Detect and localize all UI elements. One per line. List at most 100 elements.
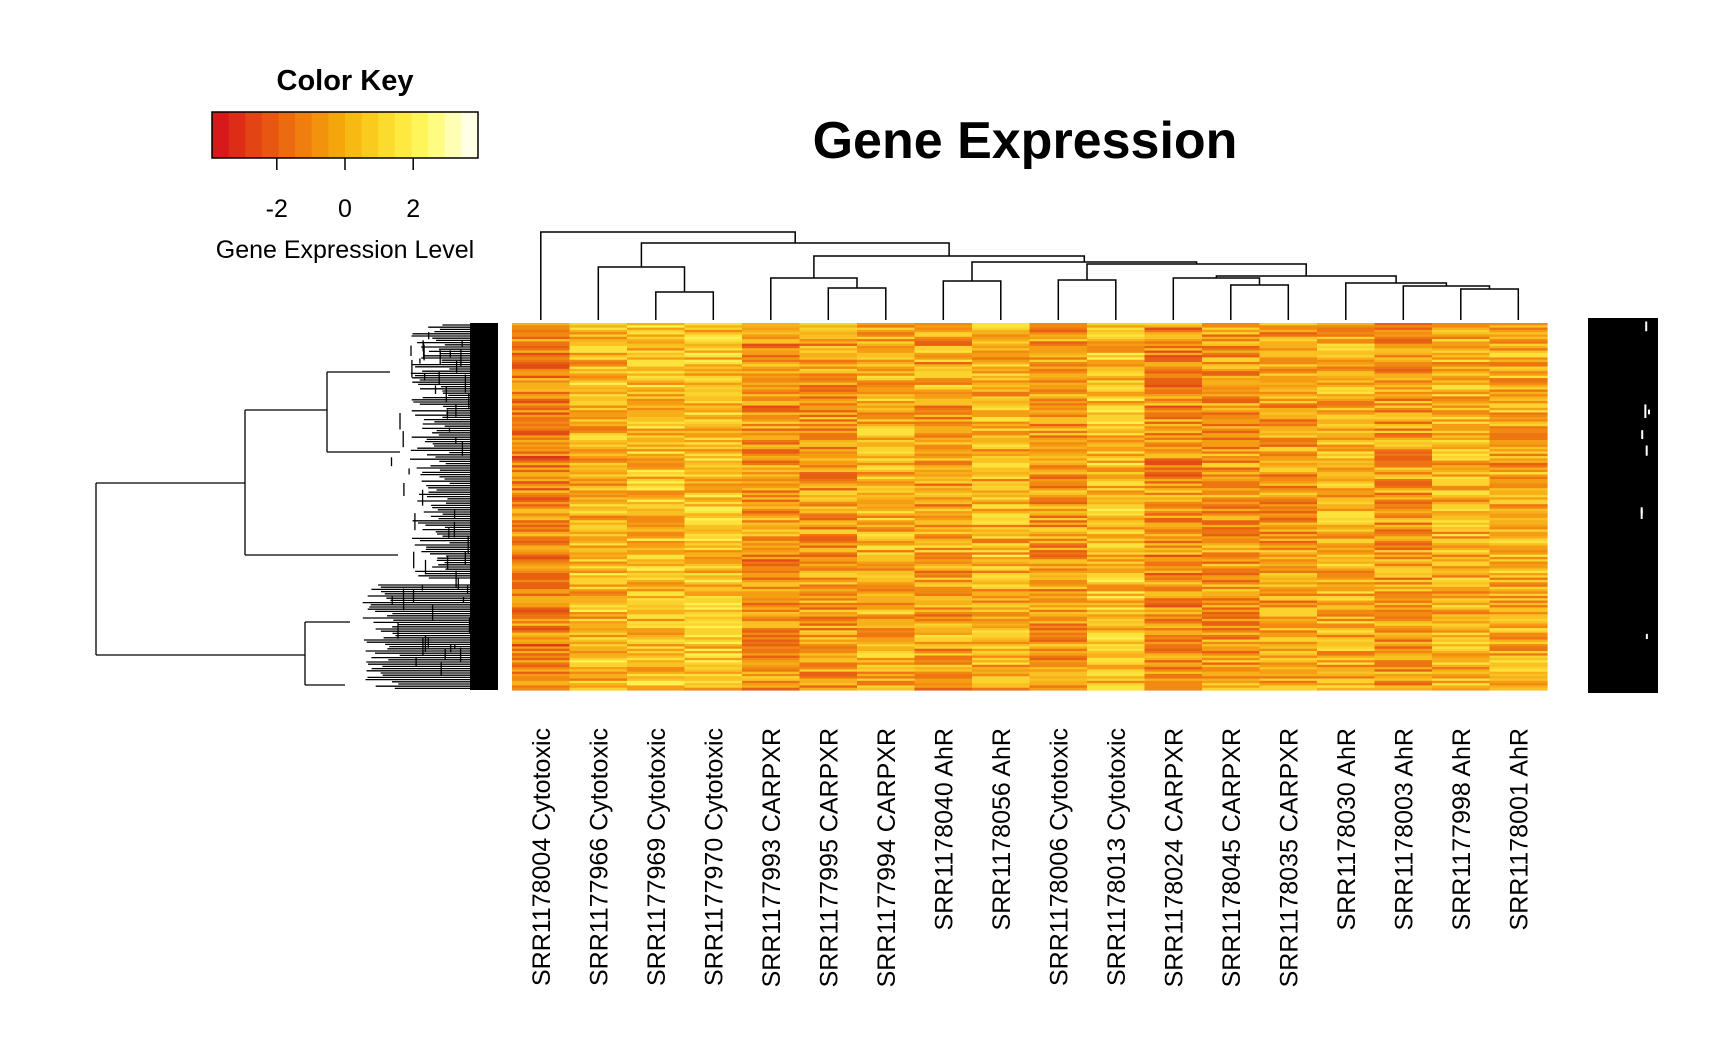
heatmap-cell <box>1374 456 1433 459</box>
heatmap-cell <box>1489 563 1548 567</box>
heatmap-cell <box>914 469 973 473</box>
heatmap-cell <box>914 334 973 338</box>
heatmap-cell <box>1489 561 1548 565</box>
heatmap-cell <box>1489 586 1548 590</box>
heatmap-cell <box>799 419 858 423</box>
heatmap-cell <box>1317 554 1376 558</box>
heatmap-cell <box>1029 433 1088 436</box>
heatmap-cell <box>972 465 1031 469</box>
heatmap-cell <box>1432 389 1491 393</box>
heatmap-cell <box>1029 421 1088 425</box>
heatmap-cell <box>569 453 628 457</box>
heatmap-cell <box>742 472 801 475</box>
heatmap-cell <box>1374 474 1433 478</box>
heatmap-cell <box>914 676 973 680</box>
heatmap-cell <box>914 556 973 560</box>
heatmap-cell <box>1317 433 1376 436</box>
heatmap-cell <box>512 667 571 670</box>
heatmap-cell <box>1432 515 1491 519</box>
heatmap-cell <box>914 506 973 510</box>
heatmap-cell <box>684 644 743 648</box>
heatmap-cell <box>1029 384 1088 388</box>
heatmap-cell <box>1029 671 1088 675</box>
heatmap-cell <box>684 495 743 498</box>
heatmap-cell <box>1202 655 1261 659</box>
heatmap-cell <box>1489 481 1548 485</box>
heatmap-cell <box>914 527 973 531</box>
heatmap-cell <box>914 579 973 583</box>
heatmap-cell <box>1087 680 1146 684</box>
heatmap-cell <box>972 419 1031 423</box>
heatmap-cell <box>914 394 973 397</box>
heatmap-cell <box>512 513 571 517</box>
heatmap-cell <box>1144 446 1203 450</box>
heatmap-cell <box>1317 405 1376 409</box>
heatmap-cell <box>914 332 973 336</box>
heatmap-cell <box>742 612 801 615</box>
heatmap-cell <box>1087 334 1146 338</box>
heatmap-cell <box>1374 609 1433 613</box>
heatmap-cell <box>1317 623 1376 627</box>
heatmap-cell <box>1432 609 1491 613</box>
heatmap-cell <box>627 398 686 402</box>
heatmap-cell <box>799 618 858 622</box>
heatmap-cell <box>1087 625 1146 629</box>
heatmap-cell <box>1374 378 1433 381</box>
heatmap-cell <box>742 506 801 510</box>
heatmap-cell <box>799 451 858 455</box>
heatmap-cell <box>1144 513 1203 517</box>
heatmap-cell <box>914 414 973 418</box>
heatmap-cell <box>627 550 686 553</box>
heatmap-cell <box>1087 667 1146 670</box>
heatmap-cell <box>1259 673 1318 677</box>
heatmap-cell <box>1259 332 1318 336</box>
heatmap-cell <box>1374 504 1433 508</box>
heatmap-cell <box>1202 368 1261 372</box>
heatmap-cell <box>684 446 743 450</box>
heatmap-cell <box>857 683 916 687</box>
heatmap-cell <box>914 348 973 352</box>
heatmap-cell <box>799 485 858 489</box>
heatmap-cell <box>569 339 628 342</box>
heatmap-cell <box>1317 524 1376 528</box>
heatmap-cell <box>1259 570 1318 574</box>
heatmap-cell <box>972 550 1031 553</box>
heatmap-cell <box>1087 566 1146 570</box>
heatmap-cell <box>569 570 628 574</box>
heatmap-cell <box>1259 472 1318 475</box>
heatmap-cell <box>799 327 858 331</box>
heatmap-cell <box>1317 522 1376 526</box>
heatmap-cell <box>684 373 743 377</box>
heatmap-cell <box>972 584 1031 588</box>
heatmap-cell <box>742 481 801 485</box>
heatmap-cell <box>972 382 1031 386</box>
heatmap-cell <box>512 442 571 446</box>
heatmap-cell <box>1029 614 1088 618</box>
heatmap-cell <box>569 573 628 576</box>
heatmap-cell <box>1144 687 1203 691</box>
column-dendrogram-link <box>813 255 1086 278</box>
heatmap-cell <box>1432 641 1491 645</box>
heatmap-cell <box>569 653 628 657</box>
heatmap-cell <box>1029 662 1088 666</box>
heatmap-cell <box>742 559 801 563</box>
heatmap-cell <box>1029 685 1088 689</box>
heatmap-cell <box>627 467 686 471</box>
heatmap-cell <box>857 396 916 400</box>
heatmap-cell <box>1144 543 1203 547</box>
heatmap-cell <box>914 380 973 384</box>
heatmap-cell <box>1317 687 1376 691</box>
heatmap-cell <box>1432 614 1491 618</box>
heatmap-cell <box>684 540 743 544</box>
heatmap-cell <box>1144 506 1203 510</box>
heatmap-cell <box>914 499 973 503</box>
heatmap-cell <box>972 456 1031 459</box>
heatmap-cell <box>914 522 973 526</box>
heatmap-cell <box>1259 442 1318 446</box>
heatmap-cell <box>1432 359 1491 363</box>
heatmap-cell <box>1202 602 1261 606</box>
heatmap-cell <box>684 490 743 494</box>
heatmap-cell <box>1087 327 1146 331</box>
heatmap-cell <box>1259 651 1318 654</box>
heatmap-cell <box>569 483 628 487</box>
